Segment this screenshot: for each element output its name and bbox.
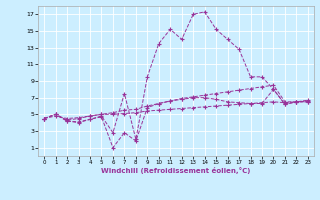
X-axis label: Windchill (Refroidissement éolien,°C): Windchill (Refroidissement éolien,°C): [101, 167, 251, 174]
